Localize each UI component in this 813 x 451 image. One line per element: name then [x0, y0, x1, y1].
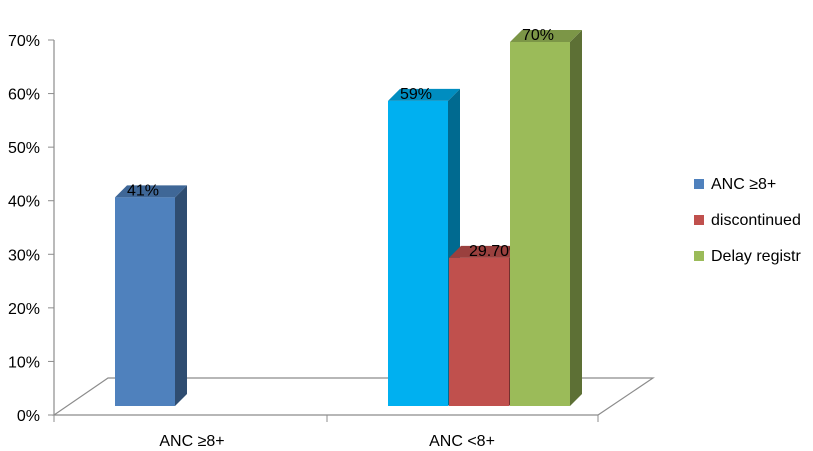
data-label: 29.70% — [469, 243, 523, 260]
bar-top-face — [388, 88, 460, 101]
y-tick-label: 60% — [8, 87, 40, 104]
x-category-label: ANC <8+ — [429, 433, 495, 450]
bar-top-face — [449, 245, 521, 258]
legend-label: ANC ≥8+ — [711, 176, 776, 193]
bar-front-face — [510, 42, 570, 406]
bar-top-face — [115, 185, 187, 198]
legend-label: Delay registr — [711, 248, 801, 265]
y-tick-label: 10% — [8, 354, 40, 371]
bars-group: 41% 59% 29.70% 70% — [115, 27, 582, 406]
bar-front-face — [388, 100, 448, 406]
bar-1: 41% — [115, 182, 187, 406]
data-label: 70% — [522, 27, 554, 44]
x-category-label: ANC ≥8+ — [159, 433, 224, 450]
data-label: 41% — [127, 182, 159, 199]
y-tick-label: 30% — [8, 247, 40, 264]
data-label: 59% — [400, 86, 432, 103]
legend-label: discontinued — [711, 212, 801, 229]
legend-swatch — [694, 179, 704, 189]
bar-4: 70% — [510, 27, 582, 406]
legend-swatch — [694, 251, 704, 261]
legend-swatch — [694, 215, 704, 225]
x-axis: ANC ≥8+ ANC <8+ — [53, 415, 599, 450]
y-tick-label: 20% — [8, 301, 40, 318]
y-tick-label: 0% — [17, 408, 40, 425]
bar-side-face — [175, 185, 187, 406]
y-tick-label: 70% — [8, 33, 40, 50]
bar-top-face — [510, 30, 582, 42]
bar-front-face — [115, 197, 175, 406]
bar-side-face — [570, 30, 582, 406]
y-tick-label: 50% — [8, 140, 40, 157]
legend: ANC ≥8+ discontinued Delay registr — [694, 176, 801, 265]
bar-front-face — [449, 257, 509, 406]
y-tick-label: 40% — [8, 194, 40, 211]
y-axis-ticks: 0% 10% 20% 30% 40% 50% 60% 70% — [8, 33, 54, 425]
